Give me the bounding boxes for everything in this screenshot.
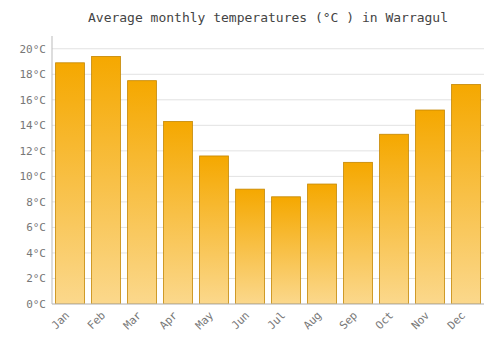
x-tick-label: Mar xyxy=(121,309,145,333)
y-tick-label: 8°C xyxy=(26,196,46,209)
bar xyxy=(308,184,337,304)
bar xyxy=(164,122,193,304)
chart-title: Average monthly temperatures (°C ) in Wa… xyxy=(88,10,448,25)
y-tick-label: 2°C xyxy=(26,272,46,285)
x-tick-label: Jul xyxy=(265,309,288,332)
bar xyxy=(56,63,85,304)
bar xyxy=(416,110,445,304)
chart-svg: Average monthly temperatures (°C ) in Wa… xyxy=(0,0,500,350)
grid-line xyxy=(52,48,484,49)
grid-line xyxy=(52,304,484,305)
chart-container: Average monthly temperatures (°C ) in Wa… xyxy=(0,0,500,350)
y-tick-label: 4°C xyxy=(26,247,46,260)
y-tick-label: 10°C xyxy=(20,170,47,183)
y-grid xyxy=(52,49,484,304)
bar xyxy=(344,162,373,304)
y-tick-label: 16°C xyxy=(20,94,47,107)
bars xyxy=(56,56,481,304)
x-tick-label: Feb xyxy=(85,309,108,332)
y-tick-label: 0°C xyxy=(26,298,46,311)
bar xyxy=(200,156,229,304)
y-tick-label: 12°C xyxy=(20,145,47,158)
x-tick-label: Jan xyxy=(49,309,72,332)
bar xyxy=(236,189,265,304)
y-tick-label: 18°C xyxy=(20,68,47,81)
x-tick-label: Aug xyxy=(301,309,324,332)
x-tick-label: May xyxy=(193,309,217,333)
y-axis-line xyxy=(52,36,53,304)
bar xyxy=(92,56,121,304)
y-tick-label: 6°C xyxy=(26,221,46,234)
bar xyxy=(380,134,409,304)
x-tick-label: Apr xyxy=(157,309,181,333)
x-tick-label: Dec xyxy=(445,309,468,332)
x-axis-line xyxy=(52,304,484,305)
y-tick-label: 20°C xyxy=(20,43,47,56)
x-tick-label: Jun xyxy=(229,309,252,332)
x-tick-label: Oct xyxy=(373,309,396,332)
x-tick-label: Sep xyxy=(337,309,360,332)
bar xyxy=(272,197,301,304)
bar xyxy=(452,84,481,304)
x-tick-label: Nov xyxy=(409,309,433,333)
bar xyxy=(128,81,157,304)
y-tick-label: 14°C xyxy=(20,119,47,132)
